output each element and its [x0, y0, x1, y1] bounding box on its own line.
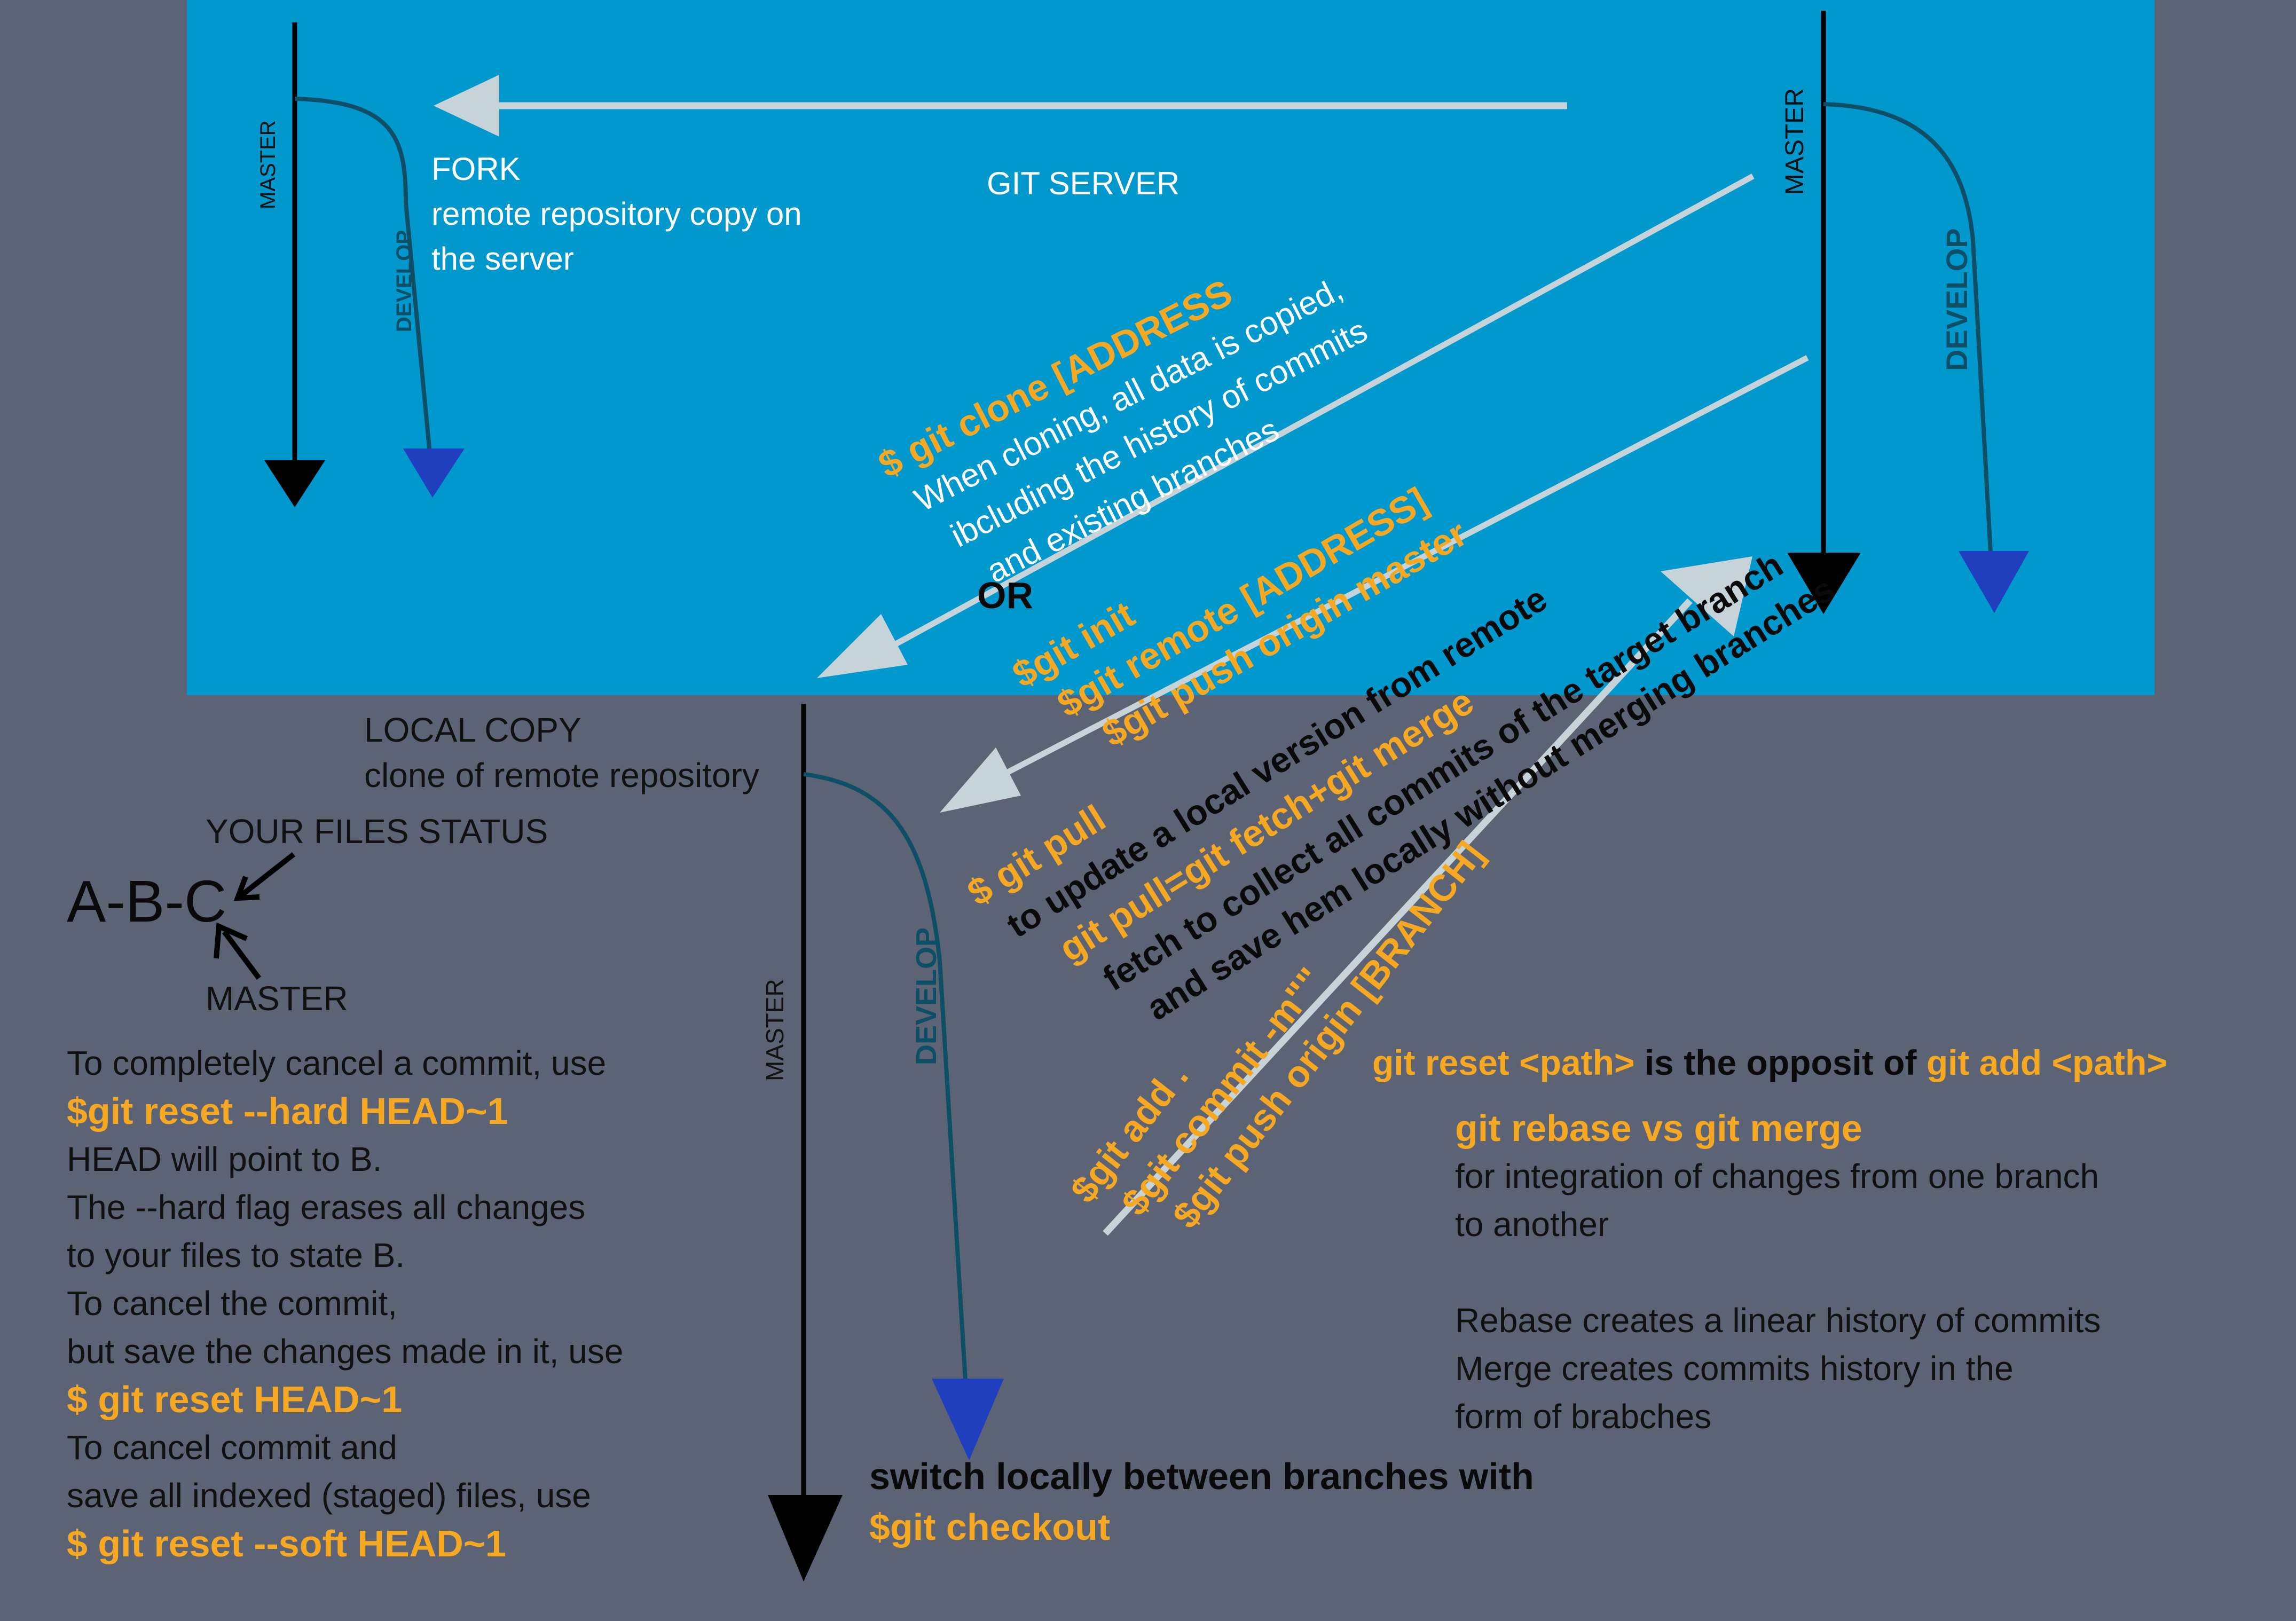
- master-pointer-line: [222, 930, 262, 980]
- reset-path-command: git reset <path>: [1372, 1043, 1635, 1082]
- clone-arrowhead: [817, 614, 908, 678]
- local-master-arrowhead: [768, 1495, 843, 1581]
- fork-arrowhead: [434, 75, 499, 137]
- checkout-command: $git checkout: [869, 1506, 1111, 1548]
- master-pointer-head: [214, 922, 248, 959]
- rebase-line-5: Merge creates commits history in the: [1455, 1349, 2014, 1388]
- local-copy-title: LOCAL COPY: [364, 711, 581, 749]
- reset-line-7: but save the changes made in it, use: [67, 1332, 624, 1371]
- add-path-command: git add <path>: [1926, 1043, 2167, 1082]
- reset-instructions: To completely cancel a commit, use $git …: [67, 1039, 623, 1568]
- reset-line-9: To cancel commit and: [67, 1428, 397, 1467]
- files-status-pointer-line: [237, 852, 296, 899]
- local-copy-desc: clone of remote repository: [364, 756, 759, 794]
- reset-line-6: To cancel the commit,: [67, 1284, 397, 1323]
- rebase-line-spacer: [1455, 1248, 2101, 1296]
- reset-line-5: to your files to state B.: [67, 1236, 405, 1274]
- or-label: OR: [977, 575, 1033, 616]
- pull-arrow: [1002, 355, 1809, 777]
- fork-master-label: MASTER: [256, 120, 280, 209]
- local-develop-arrowhead: [932, 1379, 1004, 1460]
- server-master-arrowhead: [1787, 553, 1861, 614]
- reset-line-1: To completely cancel a commit, use: [67, 1044, 607, 1082]
- rebase-title: git rebase vs git merge: [1455, 1107, 1862, 1149]
- reset-hard-command: $git reset --hard HEAD~1: [67, 1090, 508, 1132]
- reset-line-10: save all indexed (staged) files, use: [67, 1476, 591, 1515]
- files-status-label: YOUR FILES STATUS: [206, 812, 548, 851]
- reset-soft-command: $ git reset --soft HEAD~1: [67, 1523, 506, 1564]
- fork-desc-line-1: remote repository copy on: [431, 196, 802, 232]
- rebase-line-1: for integration of changes from one bran…: [1455, 1157, 2100, 1195]
- rebase-line-2: to another: [1455, 1205, 1609, 1244]
- reset-mixed-command: $ git reset HEAD~1: [67, 1379, 403, 1420]
- files-status-pointer-head: [233, 876, 260, 901]
- reset-line-3: HEAD will point to B.: [67, 1140, 382, 1178]
- local-develop-label: DEVELOP: [910, 927, 942, 1065]
- reset-path-middle: is the opposit of: [1634, 1043, 1927, 1082]
- server-develop-line: [1823, 102, 1993, 553]
- fork-develop-label: DEVELOP: [392, 230, 416, 332]
- reset-path-note: git reset <path> is the opposit of git a…: [1372, 1042, 2167, 1083]
- pull-arrowhead: [940, 747, 1021, 813]
- clone-arrow: [887, 174, 1755, 650]
- rebase-line-6: form of brabches: [1455, 1397, 1712, 1436]
- status-master-label: MASTER: [206, 979, 348, 1018]
- local-develop-line: [803, 772, 968, 1381]
- fork-desc-line-2: the server: [431, 241, 574, 277]
- git-server-title: GIT SERVER: [987, 166, 1180, 201]
- local-master-label: MASTER: [761, 979, 789, 1081]
- server-develop-arrowhead: [1959, 551, 2029, 613]
- server-develop-label: DEVELOP: [1940, 228, 1973, 371]
- rebase-line-4: Rebase creates a linear history of commi…: [1455, 1301, 2101, 1340]
- fork-title: FORK: [431, 151, 521, 187]
- fork-develop-arrowhead: [403, 448, 465, 498]
- push-arrowhead: [1661, 556, 1752, 636]
- fork-master-arrowhead: [264, 460, 325, 507]
- rebase-block: git rebase vs git merge for integration …: [1455, 1104, 2101, 1441]
- push-arrow: [1103, 598, 1693, 1236]
- checkout-desc: switch locally between branches with: [869, 1455, 1534, 1497]
- commit-sequence: A-B-C: [67, 869, 227, 934]
- fork-develop-line: [294, 97, 433, 460]
- server-master-label: MASTER: [1781, 88, 1809, 195]
- reset-line-4: The --hard flag erases all changes: [67, 1188, 586, 1226]
